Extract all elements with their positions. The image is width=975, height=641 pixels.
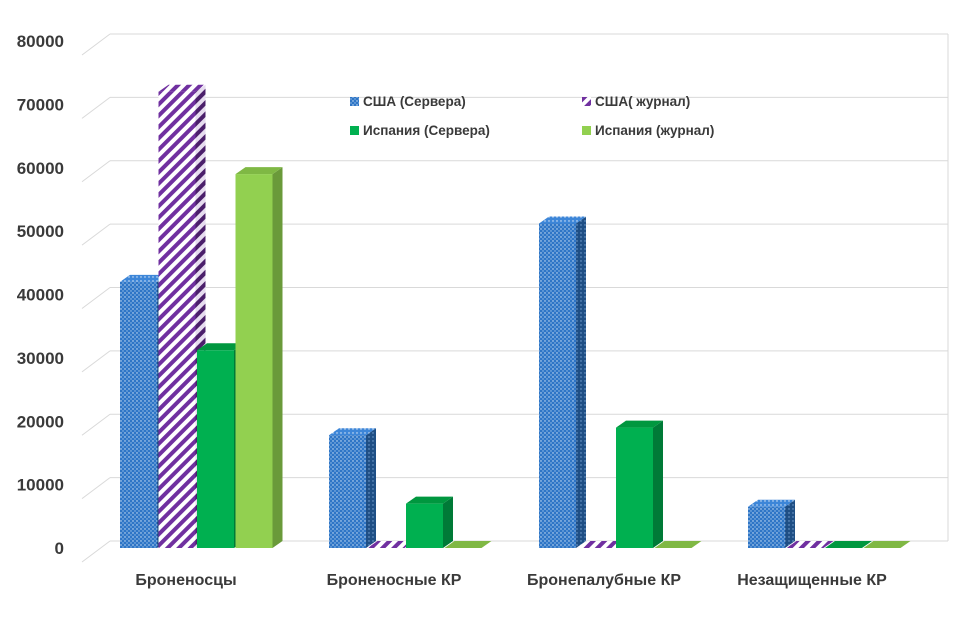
gridline <box>81 33 948 56</box>
bar <box>539 216 586 548</box>
legend-swatch <box>350 126 359 135</box>
bar <box>406 496 453 548</box>
category-labels: Броненосцы Броненосные КР Бронепалубные КР… <box>135 572 887 589</box>
bar <box>329 428 376 548</box>
legend-item: Испания (Сервера) <box>350 123 490 138</box>
legend-label: Испания (журнал) <box>595 123 714 138</box>
legend-swatch <box>582 126 591 135</box>
gridline <box>81 96 948 119</box>
legend-swatch <box>582 97 591 106</box>
category-label: Незащищенные КР <box>737 572 887 589</box>
gridline <box>81 160 948 183</box>
y-axis-tick-labels: 0 10000 20000 30000 40000 50000 60000 70000 8000… <box>17 32 64 558</box>
bar <box>863 541 911 548</box>
y-tick-label: 70000 <box>17 95 64 114</box>
y-tick-label: 50000 <box>17 222 64 241</box>
y-tick-label: 60000 <box>17 159 64 178</box>
legend-swatch <box>350 97 359 106</box>
gridline <box>81 223 948 246</box>
y-tick-label: 0 <box>55 539 64 558</box>
legend-label: Испания (Сервера) <box>363 123 490 138</box>
gridline <box>81 287 948 309</box>
category-label: Бронепалубные КР <box>527 572 681 589</box>
legend-item: США (Сервера) <box>350 94 466 109</box>
bar <box>616 420 663 548</box>
legend-label: США( журнал) <box>595 94 690 109</box>
y-tick-label: 40000 <box>17 286 64 305</box>
legend-item: США( журнал) <box>582 94 690 109</box>
category-label: Броненосные КР <box>327 572 462 589</box>
bar <box>654 541 702 548</box>
y-tick-label: 10000 <box>17 476 64 495</box>
bar <box>748 499 795 548</box>
bar <box>577 541 625 548</box>
bar <box>786 541 834 548</box>
bar <box>444 541 492 548</box>
bar <box>825 541 872 548</box>
legend: США (Сервера) США( журнал) Испания (Сервер… <box>350 94 714 138</box>
y-tick-label: 30000 <box>17 349 64 368</box>
category-label: Броненосцы <box>135 572 236 589</box>
legend-item: Испания (журнал) <box>582 123 714 138</box>
bar <box>367 541 415 548</box>
y-tick-label: 20000 <box>17 412 64 431</box>
bars <box>120 84 911 548</box>
legend-label: США (Сервера) <box>363 94 466 109</box>
bar <box>235 167 283 548</box>
y-tick-label: 80000 <box>17 32 64 51</box>
